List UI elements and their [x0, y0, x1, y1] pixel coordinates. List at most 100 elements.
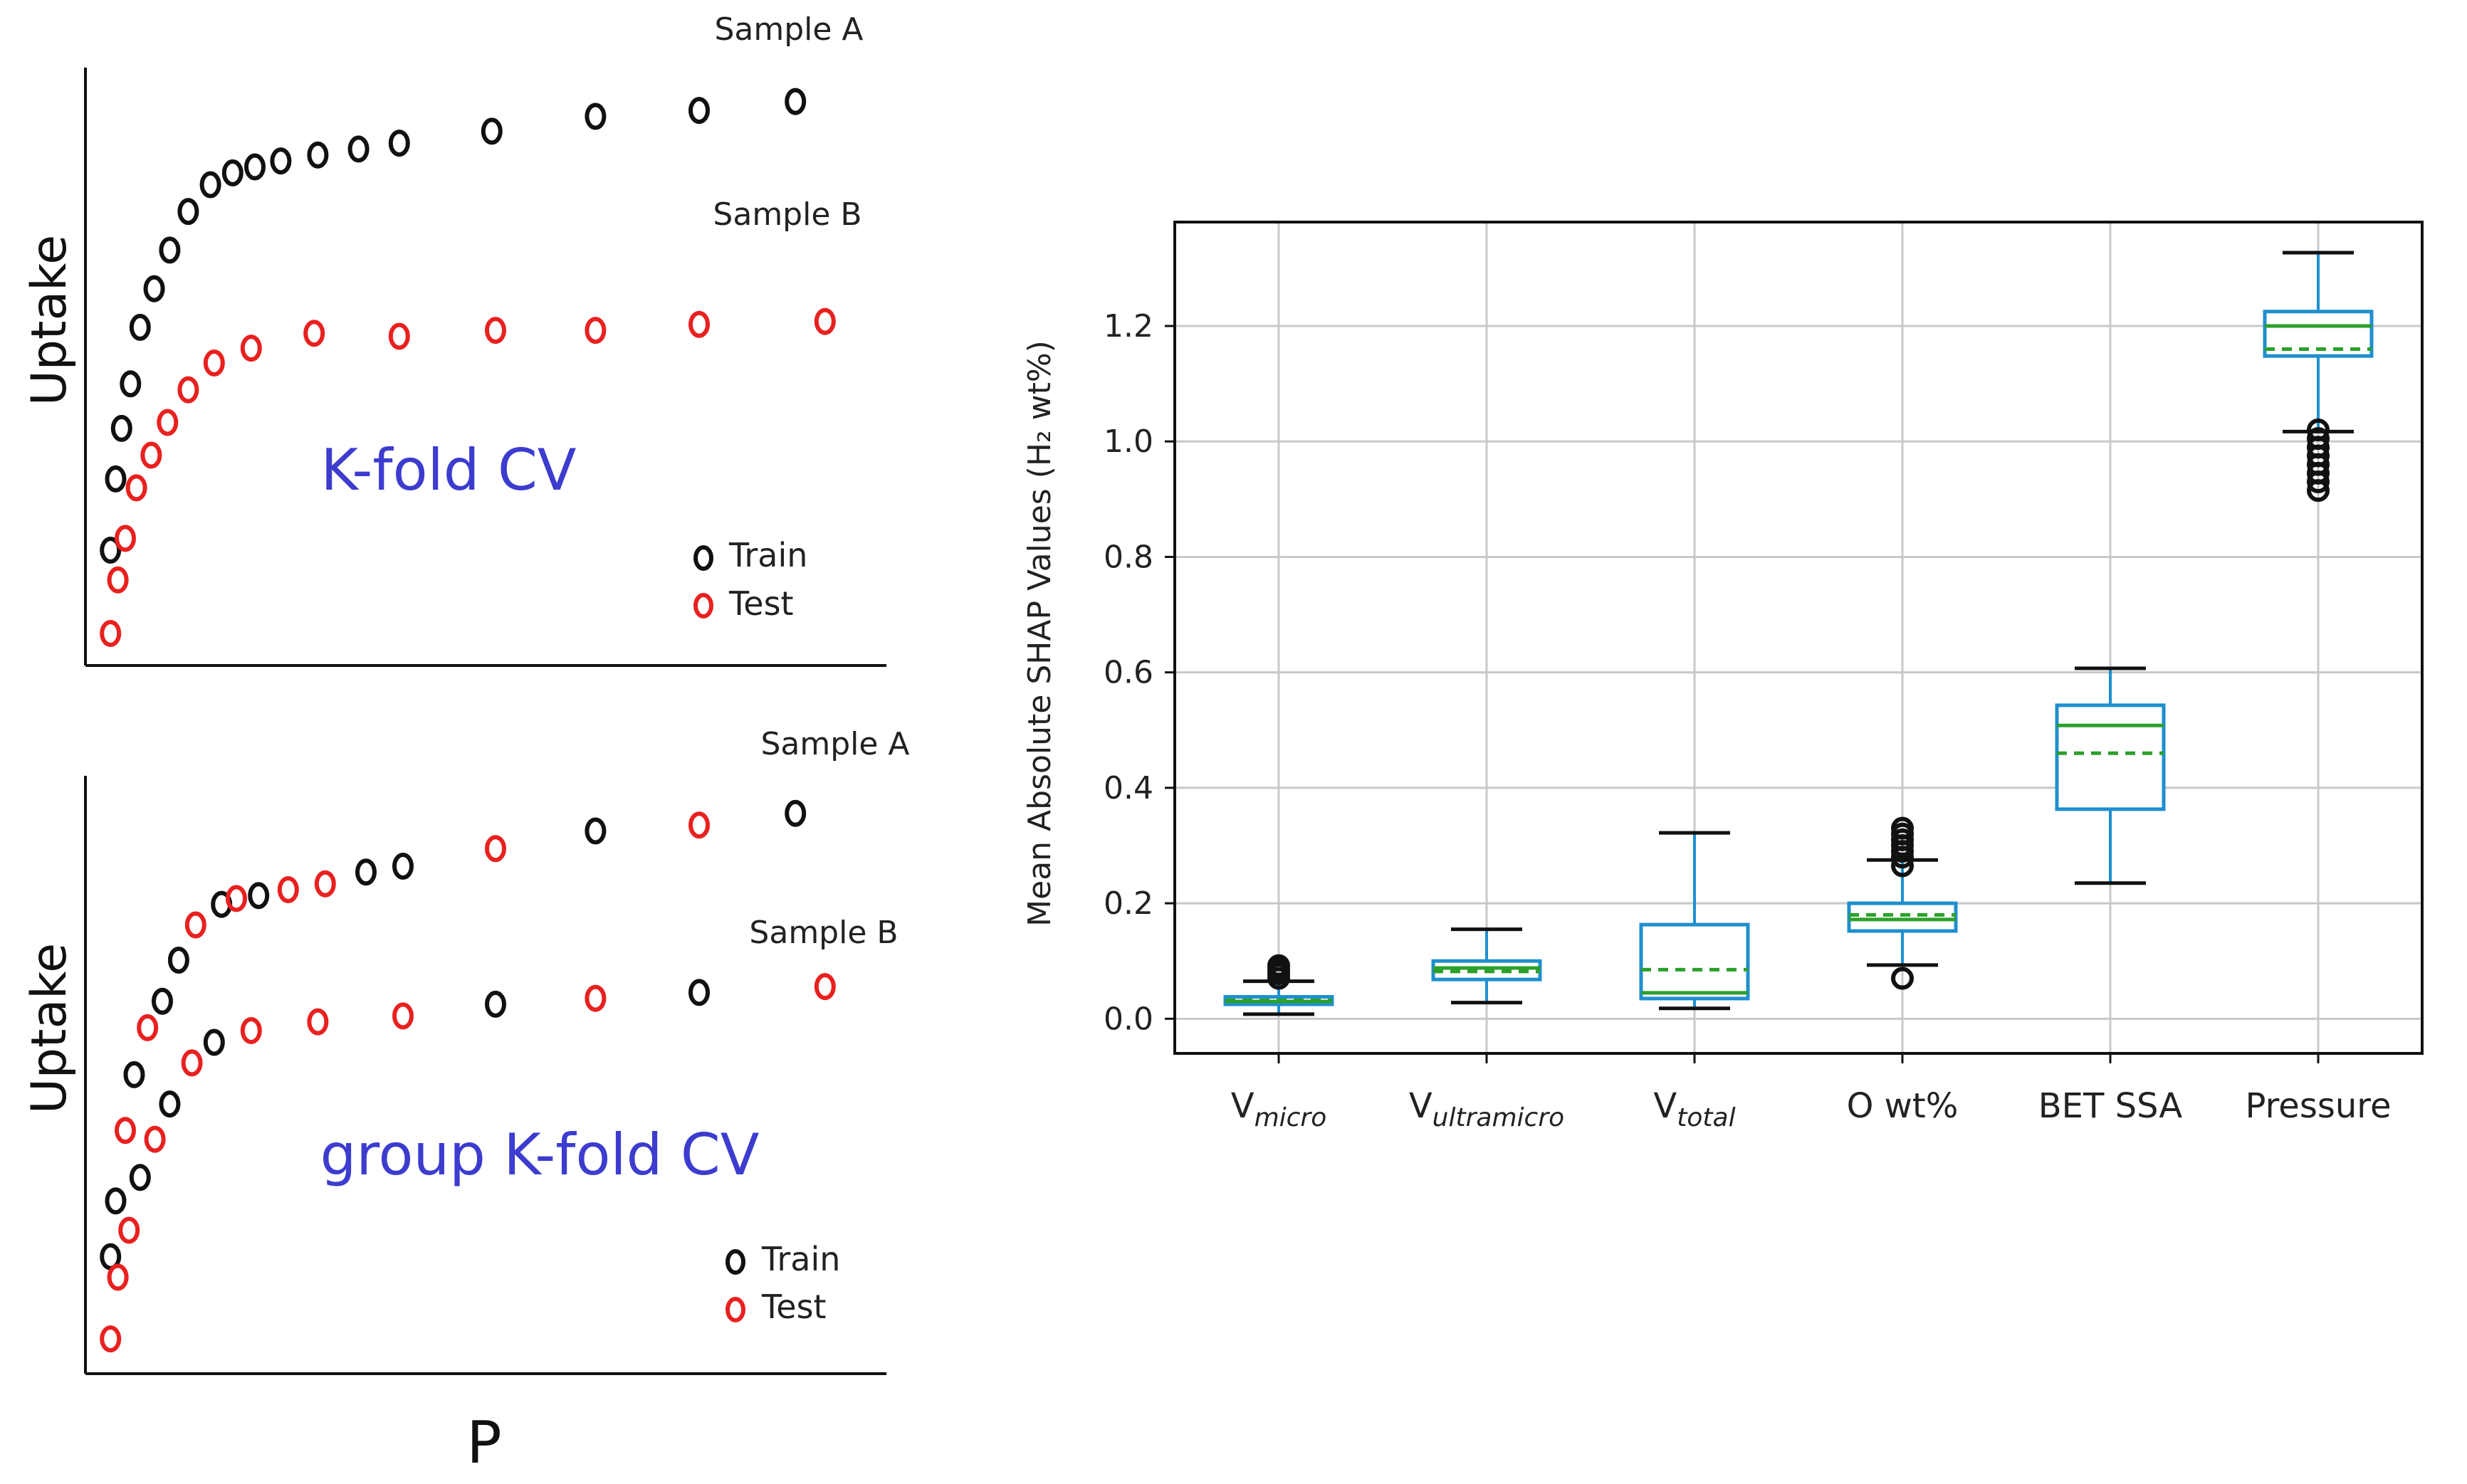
group-kfold-point-b-test	[107, 1263, 129, 1291]
shap-boxplot: 0.0 0.2 0.4 0.6 0.8 1.0 1.2 Vmicro Vultramicro Vt…	[1022, 221, 2424, 1132]
kfold-legend-train-label: Train	[728, 536, 807, 574]
group-kfold-legend-train-label: Train	[761, 1240, 840, 1278]
group-kfold-point-a-test	[688, 811, 710, 839]
kfold-y-label: Uptake	[21, 235, 78, 406]
kfold-point-a-train	[221, 159, 243, 186]
kfold-legend-train-marker	[693, 545, 713, 571]
kfold-legend-test-marker	[693, 593, 713, 619]
shap-ytick-label: 0.6	[1104, 655, 1153, 691]
group-kfold-point-a-train	[785, 799, 807, 827]
kfold-point-a-train	[143, 275, 165, 302]
shap-plot-frame	[1173, 221, 2424, 1055]
kfold-point-a-train	[199, 171, 221, 199]
group-kfold-point-b-test	[181, 1049, 203, 1077]
kfold-legend: Train Test	[693, 536, 807, 623]
shap-boxes	[1223, 251, 2374, 1016]
kfold-point-b-test	[814, 307, 836, 335]
kfold-point-a-train	[110, 414, 132, 442]
shap-ytick-label: 1.0	[1104, 423, 1153, 460]
shap-box-3	[1847, 816, 1958, 990]
group-kfold-point-a-train	[167, 947, 189, 974]
kfold-point-a-train	[120, 370, 142, 398]
kfold-point-b-test	[157, 409, 179, 436]
group-kfold-point-b-train	[688, 979, 710, 1006]
shap-ytick-label: 0.4	[1104, 770, 1153, 806]
group-kfold-panel: Uptake P group K-fold CV Sample A Sample…	[21, 726, 910, 1477]
group-kfold-point-a-test	[226, 885, 247, 912]
group-kfold-point-b-test	[240, 1017, 262, 1044]
kfold-point-a-train	[244, 153, 266, 181]
group-kfold-point-b-train	[485, 990, 506, 1018]
group-kfold-legend-train-marker	[726, 1249, 745, 1275]
kfold-points	[100, 88, 836, 647]
box-flier	[1891, 816, 1914, 840]
group-kfold-point-a-test	[137, 1014, 159, 1041]
group-kfold-point-a-train	[105, 1187, 127, 1215]
group-kfold-point-b-test	[144, 1125, 166, 1153]
group-kfold-title: group K-fold CV	[320, 1122, 760, 1188]
group-kfold-legend-test-marker	[726, 1297, 745, 1322]
group-kfold-point-b-test	[100, 1325, 122, 1353]
box-flier	[1267, 954, 1290, 977]
box-flier	[2307, 419, 2330, 441]
group-kfold-point-b-test	[814, 973, 836, 1001]
shap-ytick-label: 0.0	[1104, 1001, 1153, 1037]
kfold-point-a-train	[307, 141, 329, 169]
group-kfold-point-b-train	[159, 1090, 181, 1118]
group-kfold-point-b-train	[129, 1164, 151, 1191]
box-flier	[2307, 427, 2330, 451]
box-iqr	[1847, 901, 1958, 933]
kfold-point-a-train	[688, 97, 710, 125]
kfold-point-b-test	[125, 474, 147, 502]
kfold-point-a-train	[270, 147, 292, 175]
shap-box-5	[2263, 251, 2374, 502]
kfold-point-a-train	[159, 236, 181, 264]
box-flier	[1891, 967, 1914, 990]
group-kfold-point-a-train	[355, 858, 377, 886]
kfold-point-b-test	[203, 349, 225, 377]
group-kfold-point-b-test	[307, 1008, 329, 1036]
shap-box-0	[1223, 954, 1334, 1016]
group-kfold-point-a-test	[314, 870, 336, 898]
kfold-point-b-test	[303, 320, 325, 347]
group-kfold-point-a-test	[184, 911, 206, 939]
kfold-legend-test-label: Test	[728, 584, 794, 623]
kfold-point-b-test	[485, 317, 506, 344]
group-kfold-point-a-train	[152, 987, 173, 1015]
kfold-series-label-b: Sample B	[713, 196, 861, 233]
kfold-point-b-test	[115, 525, 136, 552]
kfold-point-b-test	[140, 441, 162, 469]
shap-gridlines	[1175, 222, 2422, 1053]
group-kfold-point-b-test	[392, 1002, 414, 1030]
group-kfold-point-a-train	[248, 882, 270, 910]
shap-xtick-label: Vultramicro	[1409, 1086, 1564, 1132]
shap-ytick-label: 0.8	[1104, 539, 1153, 575]
kfold-point-b-test	[177, 376, 199, 404]
kfold-point-a-train	[785, 88, 807, 115]
group-kfold-legend-test-label: Test	[761, 1288, 827, 1326]
shap-box-2	[1639, 831, 1750, 1011]
group-kfold-point-b-test	[118, 1216, 140, 1244]
shap-ticks: 0.0 0.2 0.4 0.6 0.8 1.0 1.2 Vmicro Vultramicro Vt…	[1104, 308, 2391, 1132]
kfold-title: K-fold CV	[320, 437, 576, 503]
box-iqr	[1639, 922, 1750, 1001]
kfold-point-a-train	[347, 135, 370, 163]
kfold-point-a-train	[105, 465, 127, 493]
shap-xtick-label: Vmicro	[1231, 1086, 1327, 1132]
shap-box-1	[1431, 927, 1542, 1005]
kfold-point-a-train	[388, 130, 410, 157]
group-kfold-x-label: P	[466, 1409, 501, 1477]
kfold-point-a-train	[177, 198, 199, 226]
group-kfold-points	[100, 799, 836, 1353]
group-kfold-legend: Train Test	[726, 1240, 840, 1326]
kfold-point-b-test	[388, 322, 410, 350]
shap-xtick-label: BET SSA	[2038, 1086, 2183, 1126]
kfold-series-label-a: Sample A	[714, 11, 863, 48]
shap-ytick-label: 1.2	[1104, 308, 1153, 344]
kfold-point-b-test	[100, 619, 122, 647]
shap-xtick-label: Vtotal	[1653, 1086, 1735, 1132]
group-kfold-series-label-b: Sample B	[749, 915, 898, 951]
kfold-point-a-train	[100, 537, 122, 564]
kfold-point-b-test	[585, 317, 607, 344]
